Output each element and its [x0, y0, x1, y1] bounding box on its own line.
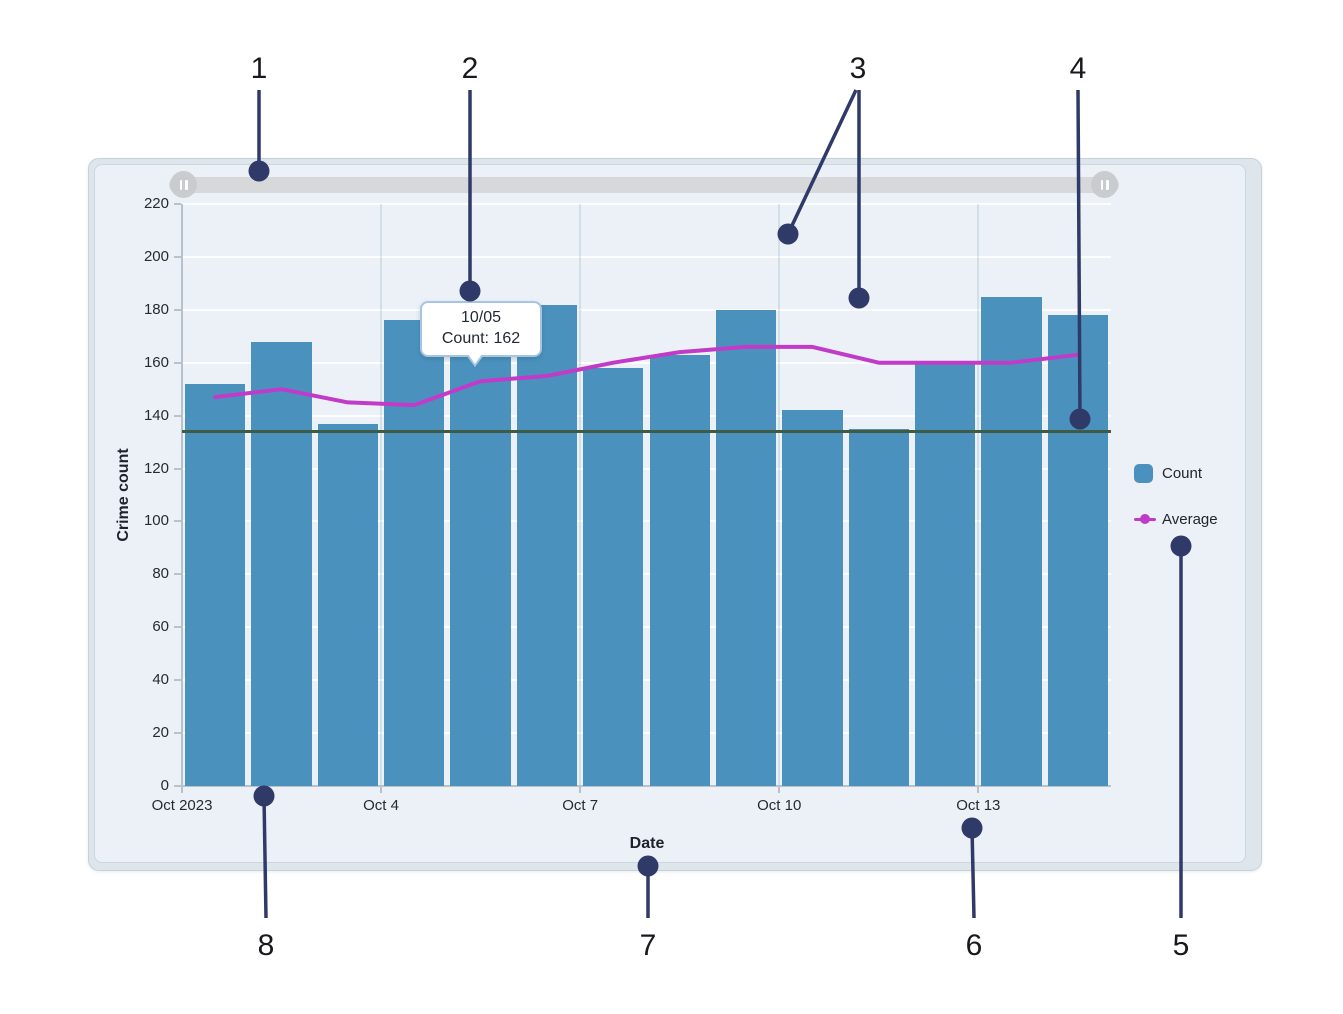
y-tick-label: 60: [152, 618, 169, 636]
callout-number: 4: [1070, 52, 1087, 85]
count-bar[interactable]: [251, 341, 312, 786]
x-axis-title: Date: [629, 835, 665, 852]
gridline-horizontal: [182, 467, 1111, 470]
y-tick-label: 160: [143, 353, 169, 371]
x-tick-label: Oct 7: [562, 797, 599, 814]
y-tick-mark: [174, 203, 181, 205]
y-tick-label: 80: [152, 565, 169, 583]
callout-number: 7: [640, 929, 657, 962]
gridline-horizontal: [182, 414, 1111, 417]
y-tick-label: 200: [143, 247, 169, 265]
average-line: [213, 344, 1080, 408]
count-bar[interactable]: [649, 354, 710, 786]
count-bar[interactable]: [782, 410, 843, 786]
gridline-horizontal: [182, 520, 1111, 523]
x-tick-mark: [380, 786, 383, 793]
y-tick-label: 100: [143, 512, 169, 530]
y-tick-mark: [174, 520, 181, 523]
tooltip-count: Count: 162: [441, 330, 521, 347]
gridline-vertical: [778, 204, 781, 786]
count-bar[interactable]: [981, 296, 1042, 786]
y-tick-label: 120: [143, 459, 169, 477]
x-tick-label: Oct 13: [956, 797, 1001, 814]
count-bar[interactable]: [516, 304, 578, 786]
callout-number: 1: [251, 52, 268, 85]
gridline-horizontal: [182, 679, 1111, 682]
line-with-dot-icon: [1134, 510, 1156, 529]
gridline-horizontal: [182, 203, 1111, 205]
y-tick-mark: [174, 361, 181, 364]
y-tick-mark: [174, 573, 181, 576]
gridline-vertical: [579, 204, 582, 786]
x-range-scrollbar[interactable]: [169, 171, 1119, 198]
legend-label: Average: [1162, 510, 1218, 528]
reference-line: [182, 430, 1111, 433]
scrollbar-left-handle[interactable]: [170, 171, 197, 198]
count-bar[interactable]: [185, 383, 246, 786]
count-bar[interactable]: [848, 428, 909, 786]
y-tick-label: 0: [160, 777, 169, 794]
x-tick-label: Oct 10: [757, 797, 802, 814]
chart-panel: 0 20 40 60 80 100 120 140 160 180 200 220 Oct 2023 Oc…: [94, 164, 1246, 863]
legend-item-count[interactable]: Count: [1134, 463, 1218, 483]
chart-card: 0 20 40 60 80 100 120 140 160 180 200 220 Oct 2023 Oc…: [88, 158, 1262, 871]
x-tick-mark: [579, 786, 582, 793]
gridline-horizontal: [182, 626, 1111, 629]
tooltip: 10/05 Count: 162: [420, 301, 542, 367]
x-tick-label: Oct 2023: [151, 797, 213, 814]
callout-number: 2: [462, 52, 479, 85]
x-axis-line: [182, 785, 1111, 787]
y-tick-mark: [174, 679, 181, 682]
gridline-horizontal: [182, 573, 1111, 576]
y-tick-mark: [174, 785, 181, 787]
grip-vertical-icon: [1100, 179, 1103, 190]
callout-number: 6: [966, 929, 983, 962]
bar-swatch-icon: [1134, 463, 1153, 483]
y-tick-label: 20: [152, 724, 169, 742]
grip-vertical-icon: [185, 179, 188, 190]
count-bar[interactable]: [317, 423, 379, 786]
y-axis-line: [181, 204, 183, 786]
gridline-horizontal: [182, 732, 1111, 735]
grip-vertical-icon: [179, 179, 182, 190]
legend: Count Average: [1134, 463, 1218, 555]
tooltip-date: 10/05: [460, 309, 502, 326]
y-tick-label: 180: [143, 300, 169, 318]
gridline-vertical: [380, 204, 383, 786]
count-bar[interactable]: [450, 357, 511, 786]
count-bar[interactable]: [583, 368, 644, 786]
x-tick-mark: [181, 786, 183, 793]
y-tick-label: 40: [152, 671, 169, 689]
gridline-horizontal: [182, 255, 1111, 258]
legend-item-average[interactable]: Average: [1134, 509, 1218, 529]
y-tick-mark: [174, 255, 181, 258]
y-tick-mark: [174, 467, 181, 470]
count-bar[interactable]: [914, 362, 976, 786]
legend-label: Count: [1162, 464, 1203, 482]
gridline-horizontal: [182, 308, 1111, 311]
gridline-horizontal: [182, 361, 1111, 364]
x-tick-mark: [778, 786, 781, 793]
x-tick-mark: [977, 786, 980, 793]
y-tick-mark: [174, 626, 181, 629]
y-tick-mark: [174, 414, 181, 417]
y-tick-label: 220: [143, 195, 169, 212]
gridline-vertical: [977, 204, 980, 786]
plot-area: 0 20 40 60 80 100 120 140 160 180 200 220 Oct 2023 Oc…: [95, 165, 1247, 864]
y-axis-title: Crime count: [115, 448, 132, 542]
callout-number: 3: [850, 52, 867, 85]
x-tick-label: Oct 4: [363, 797, 399, 814]
callout-7: 7: [637, 855, 659, 962]
y-tick-mark: [174, 308, 181, 311]
count-bar[interactable]: [715, 309, 777, 786]
scrollbar-right-handle[interactable]: [1091, 171, 1118, 198]
callout-number: 8: [258, 929, 275, 962]
callout-number: 5: [1173, 929, 1190, 962]
y-tick-mark: [174, 732, 181, 735]
y-tick-label: 140: [143, 406, 169, 424]
grip-vertical-icon: [1106, 179, 1109, 190]
